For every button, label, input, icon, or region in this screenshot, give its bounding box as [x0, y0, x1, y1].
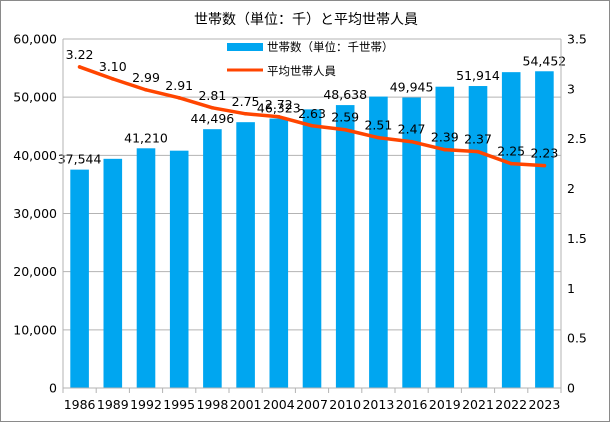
- line-data-label: 2.39: [431, 130, 459, 145]
- line-data-label: 3.22: [66, 47, 94, 62]
- line-point: [476, 149, 480, 154]
- line-point: [310, 123, 314, 128]
- line-data-label: 2.25: [497, 144, 525, 159]
- x-tick-label: 2010: [329, 397, 361, 412]
- line-point: [542, 163, 547, 168]
- bar: [535, 71, 554, 388]
- y-left-tick-label: 30,000: [13, 206, 57, 221]
- line-data-label: 3.10: [99, 59, 127, 74]
- x-tick-label: 1989: [97, 397, 129, 412]
- x-tick-label: 1995: [163, 397, 195, 412]
- line-point: [443, 147, 447, 152]
- legend-label-line: 平均世帯人員: [267, 64, 336, 78]
- line-point: [509, 161, 513, 166]
- bar-data-label: 44,496: [191, 111, 235, 126]
- bar: [136, 148, 156, 388]
- bar: [169, 150, 189, 388]
- line-point: [210, 106, 215, 110]
- chart-title: 世帯数（単位：千）と平均世帯人員: [194, 12, 418, 28]
- bar: [302, 109, 322, 389]
- bar-data-label: 54,452: [523, 53, 567, 68]
- x-tick-label: 1998: [196, 397, 228, 412]
- x-tick-label: 2016: [396, 397, 428, 412]
- y-right-tick-label: 0.5: [567, 331, 587, 346]
- y-left-tick-label: 10,000: [13, 322, 57, 337]
- line-point: [409, 139, 414, 144]
- bar-data-label: 41,210: [124, 130, 168, 145]
- y-right-tick-label: 3: [567, 81, 575, 96]
- x-tick-label: 2023: [528, 397, 560, 412]
- bar: [203, 129, 222, 389]
- line-data-label: 2.72: [265, 97, 293, 112]
- x-tick-label: 2021: [462, 397, 494, 412]
- x-tick-label: 2001: [230, 397, 262, 412]
- bar: [468, 86, 488, 388]
- y-right-tick-label: 0: [567, 381, 575, 396]
- bar: [70, 169, 89, 388]
- bar: [103, 158, 123, 388]
- line-data-label: 2.59: [331, 110, 359, 125]
- bar-data-label: 46,323: [257, 101, 301, 116]
- y-right-tick-label: 3.5: [567, 32, 587, 47]
- x-tick-label: 1992: [130, 397, 162, 412]
- legend-label-bar: 世帯数（単位：千世帯）: [267, 40, 394, 54]
- bar: [435, 86, 455, 389]
- line-data-label: 2.91: [165, 78, 193, 93]
- legend: 世帯数（単位：千世帯） 平均世帯人員: [227, 40, 394, 78]
- line-data-label: 2.99: [132, 70, 160, 85]
- line-data-label: 2.51: [364, 118, 392, 133]
- line-point: [343, 127, 348, 132]
- y-right-tick-label: 1: [567, 281, 575, 296]
- bar-data-label: 37,544: [58, 152, 102, 167]
- line-point: [177, 96, 181, 100]
- bar-data-label: 49,945: [390, 79, 434, 94]
- data-labels: 37,544 41,210 44,496 46,323 48,638 49,945 51,9…: [58, 47, 567, 167]
- line-data-label: 2.37: [464, 132, 492, 147]
- y-right-tick-label: 2.5: [567, 131, 587, 146]
- line-point: [144, 88, 148, 92]
- y-left-tick-label: 40,000: [13, 148, 57, 163]
- line-series: [77, 65, 547, 168]
- x-tick-label: 1986: [64, 397, 96, 412]
- bar: [501, 72, 521, 388]
- x-tick-label: 2019: [429, 397, 461, 412]
- line-data-label: 2.81: [198, 88, 226, 103]
- bar-series: [70, 71, 554, 389]
- line-data-label: 2.47: [398, 122, 426, 137]
- x-tick-label: 2007: [296, 397, 328, 412]
- line-data-label: 2.23: [530, 146, 558, 161]
- y-left-tick-label: 20,000: [13, 264, 57, 279]
- line-point: [243, 111, 248, 116]
- y-right-tick-label: 1.5: [567, 231, 587, 246]
- bar-data-label: 48,638: [323, 87, 367, 102]
- y-right-tick-label: 2: [567, 181, 575, 196]
- bar-data-label: 51,914: [456, 68, 500, 83]
- bar: [269, 118, 289, 388]
- line-point: [77, 65, 82, 69]
- line-point: [111, 77, 115, 81]
- line-data-label: 2.63: [298, 106, 326, 121]
- line-data-label: 2.75: [232, 94, 260, 109]
- bar: [402, 97, 421, 389]
- line-point: [376, 135, 381, 140]
- bar: [335, 105, 355, 389]
- bar: [369, 96, 388, 389]
- axes: 0 10,000 20,000 30,000 40,000 50,000 60,000 0 0.…: [13, 32, 587, 413]
- bar: [236, 122, 255, 388]
- legend-swatch-bar: [227, 43, 263, 51]
- y-left-tick-label: 50,000: [13, 90, 57, 105]
- x-tick-label: 2013: [362, 397, 394, 412]
- y-left-tick-label: 60,000: [13, 32, 57, 47]
- line-point: [277, 114, 281, 119]
- x-tick-label: 2022: [495, 397, 527, 412]
- y-left-tick-label: 0: [49, 381, 57, 396]
- x-tick-label: 2004: [263, 397, 295, 412]
